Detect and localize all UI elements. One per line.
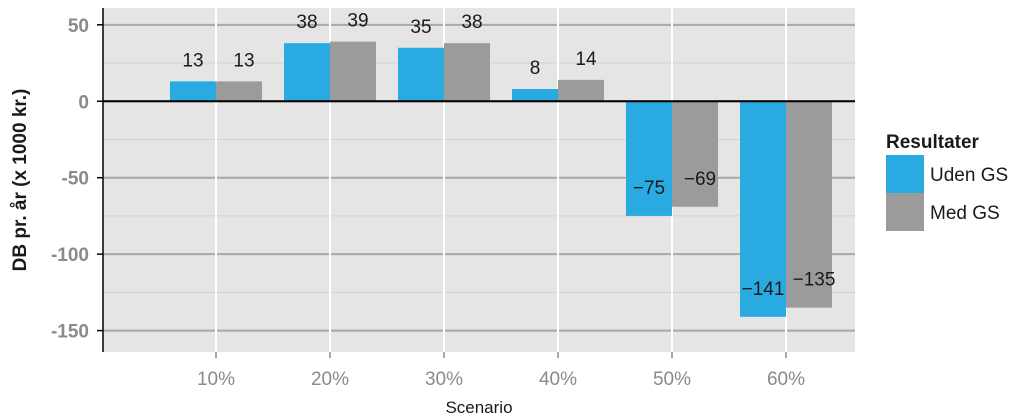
x-axis-title: Scenario xyxy=(445,398,512,417)
x-tick-label: 40% xyxy=(539,369,577,390)
bar-uden-gs-40pct xyxy=(512,89,558,102)
legend-label: Med GS xyxy=(930,203,1000,224)
legend-swatch xyxy=(886,193,924,231)
x-tick-label: 30% xyxy=(425,369,463,390)
bar-uden-gs-50pct xyxy=(626,101,672,216)
bar-med-gs-60pct xyxy=(786,101,832,308)
data-label: 38 xyxy=(461,12,482,33)
bar-med-gs-50pct xyxy=(672,101,718,207)
x-tick-label: 50% xyxy=(653,369,691,390)
data-label: 35 xyxy=(410,17,431,38)
data-label: −135 xyxy=(793,270,836,291)
y-tick-label: 0 xyxy=(78,92,89,113)
bar-med-gs-30pct xyxy=(444,43,490,102)
x-tick-label: 60% xyxy=(767,369,805,390)
legend-label: Uden GS xyxy=(930,165,1008,186)
y-axis: 50 0 -50 -100 -150 xyxy=(51,16,103,343)
data-labels: 13 38 35 8 −75 −141 13 39 38 14 −69 −135 xyxy=(182,11,835,300)
data-label: −141 xyxy=(742,279,785,300)
data-label: 8 xyxy=(530,58,541,79)
y-tick-label: -150 xyxy=(51,322,89,343)
y-tick-label: -100 xyxy=(51,245,89,266)
data-label: 38 xyxy=(296,12,317,33)
data-label: 14 xyxy=(575,49,597,70)
y-tick-label: -50 xyxy=(62,169,89,190)
legend: Resultater Uden GS Med GS xyxy=(886,132,1008,231)
data-label: 13 xyxy=(182,50,203,71)
bar-uden-gs-20pct xyxy=(284,43,330,102)
bar-med-gs-10pct xyxy=(216,81,262,102)
y-axis-title: DB pr. år (x 1000 kr.) xyxy=(10,89,31,272)
data-label: 39 xyxy=(347,11,368,32)
x-axis: 10% 20% 30% 40% 50% 60% xyxy=(197,352,805,390)
bar-uden-gs-10pct xyxy=(170,81,216,102)
legend-swatch xyxy=(886,155,924,193)
x-tick-label: 20% xyxy=(311,369,349,390)
y-tick-label: 50 xyxy=(68,16,89,37)
bar-uden-gs-30pct xyxy=(398,47,444,102)
legend-title: Resultater xyxy=(886,132,980,153)
bars xyxy=(170,41,832,317)
x-tick-label: 10% xyxy=(197,369,235,390)
data-label: 13 xyxy=(233,50,254,71)
data-label: −75 xyxy=(633,178,665,199)
bar-med-gs-20pct xyxy=(330,41,376,102)
bar-uden-gs-60pct xyxy=(740,101,786,317)
data-label: −69 xyxy=(684,169,716,190)
bar-med-gs-40pct xyxy=(558,79,604,102)
